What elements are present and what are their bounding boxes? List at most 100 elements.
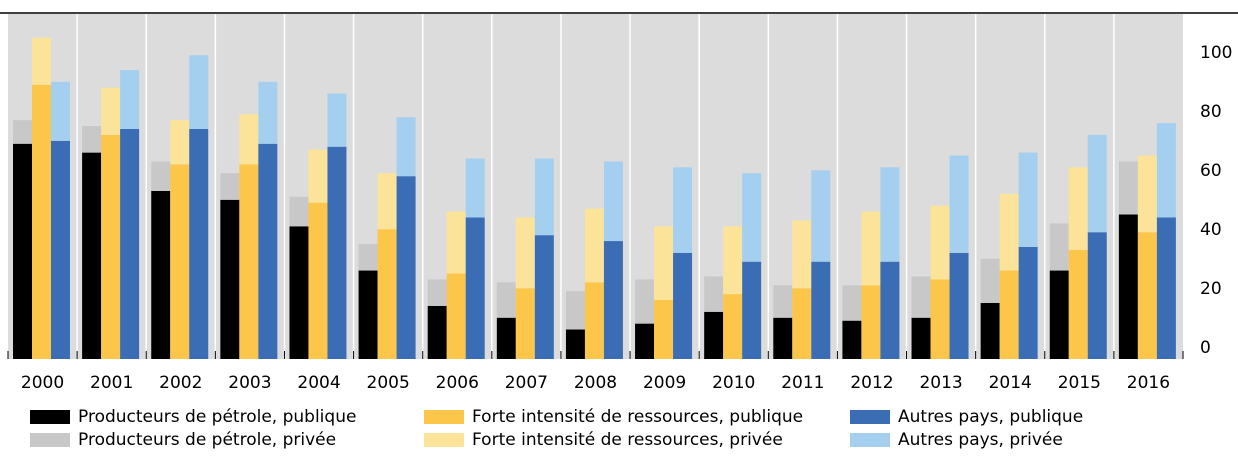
legend-label: Forte intensité de ressources, publique	[472, 407, 803, 427]
bar-segment	[911, 276, 931, 318]
x-tick-label: 2008	[574, 373, 617, 393]
bar-segment	[565, 291, 585, 330]
bar-segment	[308, 149, 328, 203]
bar-segment	[1156, 217, 1176, 359]
y-tick-label: 60	[1200, 161, 1222, 181]
legend-label: Autres pays, publique	[898, 407, 1083, 427]
bar-segment	[742, 173, 762, 262]
bar-segment	[1068, 167, 1088, 250]
bar-segment	[220, 173, 240, 200]
bar-segment	[792, 220, 812, 289]
bar-segment	[1118, 161, 1138, 215]
x-tick-label: 2005	[367, 373, 410, 393]
bar-segment	[949, 252, 969, 359]
bar-segment	[13, 120, 32, 144]
bar-segment	[151, 161, 171, 191]
x-tick-label: 2002	[159, 373, 202, 393]
bar-segment	[773, 317, 793, 359]
bar-segment	[861, 211, 881, 286]
bar-segment	[584, 282, 604, 359]
bar-segment	[949, 155, 969, 253]
bar-segment	[220, 199, 240, 359]
bar-segment	[673, 252, 693, 359]
x-tick-label: 2004	[297, 373, 340, 393]
bar-segment	[1087, 134, 1107, 233]
bar-segment	[534, 158, 554, 236]
y-tick-label: 20	[1200, 279, 1222, 299]
bar-segment	[170, 120, 190, 165]
legend-label: Autres pays, privée	[898, 430, 1063, 450]
bar-segment	[603, 241, 623, 359]
y-tick-label: 100	[1200, 43, 1232, 63]
bar-segment	[723, 294, 743, 359]
x-tick-label: 2013	[919, 373, 962, 393]
y-tick-label: 40	[1200, 220, 1222, 240]
bar-segment	[1156, 123, 1176, 218]
legend-swatch	[424, 410, 464, 424]
bar-segment	[1018, 246, 1038, 359]
bar-segment	[239, 114, 259, 165]
bar-segment	[704, 276, 724, 312]
bar-segment	[999, 270, 1019, 359]
bar-segment	[189, 129, 209, 359]
bar-segment	[465, 217, 485, 359]
bar-segment	[811, 261, 831, 359]
bar-segment	[1049, 223, 1069, 271]
bar-segment	[673, 167, 693, 253]
bar-segment	[1118, 214, 1138, 359]
legend-swatch	[850, 410, 890, 424]
bar-segment	[120, 129, 140, 359]
bar-segment	[565, 329, 585, 359]
bar-segment	[82, 152, 102, 359]
x-tick-label: 2011	[781, 373, 824, 393]
x-tick-label: 2001	[90, 373, 133, 393]
bar-segment	[635, 279, 655, 324]
bar-segment	[358, 244, 378, 271]
bar-segment	[51, 81, 70, 141]
bar-segment	[258, 143, 278, 359]
bar-segment	[465, 158, 485, 218]
bar-segment	[289, 196, 309, 227]
bar-segment	[101, 87, 121, 135]
legend-swatch	[850, 433, 890, 447]
bar-segment	[239, 164, 259, 359]
bar-segment	[358, 270, 378, 359]
bar-segment	[327, 93, 347, 147]
bar-segment	[880, 261, 900, 359]
bar-segment	[1087, 232, 1107, 359]
bar-segment	[427, 279, 447, 306]
bar-segment	[151, 190, 171, 359]
bar-segment	[396, 117, 416, 177]
x-tick-label: 2015	[1058, 373, 1101, 393]
bar-segment	[377, 173, 397, 230]
bar-segment	[308, 202, 328, 359]
x-tick-label: 2012	[850, 373, 893, 393]
bar-segment	[32, 84, 51, 360]
bar-segment	[584, 208, 604, 283]
bar-segment	[811, 170, 831, 262]
bar-segment	[999, 193, 1019, 271]
legend-swatch	[424, 433, 464, 447]
bar-segment	[980, 302, 1000, 359]
bar-segment	[13, 143, 32, 359]
bar-segment	[635, 323, 655, 359]
y-tick-label: 0	[1200, 338, 1211, 358]
bar-segment	[327, 146, 347, 359]
bar-segment	[534, 235, 554, 359]
bar-segment	[980, 258, 1000, 303]
legend-label: Producteurs de pétrole, publique	[78, 407, 356, 427]
bar-segment	[427, 305, 447, 359]
bar-segment	[446, 273, 466, 359]
bar-segment	[654, 226, 674, 301]
legend-label: Producteurs de pétrole, privée	[78, 430, 336, 450]
bar-segment	[82, 126, 102, 153]
bar-segment	[842, 320, 862, 359]
legend-swatch	[30, 433, 70, 447]
bar-segment	[773, 285, 793, 318]
bar-segment	[51, 140, 70, 359]
bar-segment	[496, 282, 516, 318]
x-tick-label: 2016	[1127, 373, 1170, 393]
bar-segment	[842, 285, 862, 321]
legend-swatch	[30, 410, 70, 424]
bar-segment	[189, 55, 209, 129]
